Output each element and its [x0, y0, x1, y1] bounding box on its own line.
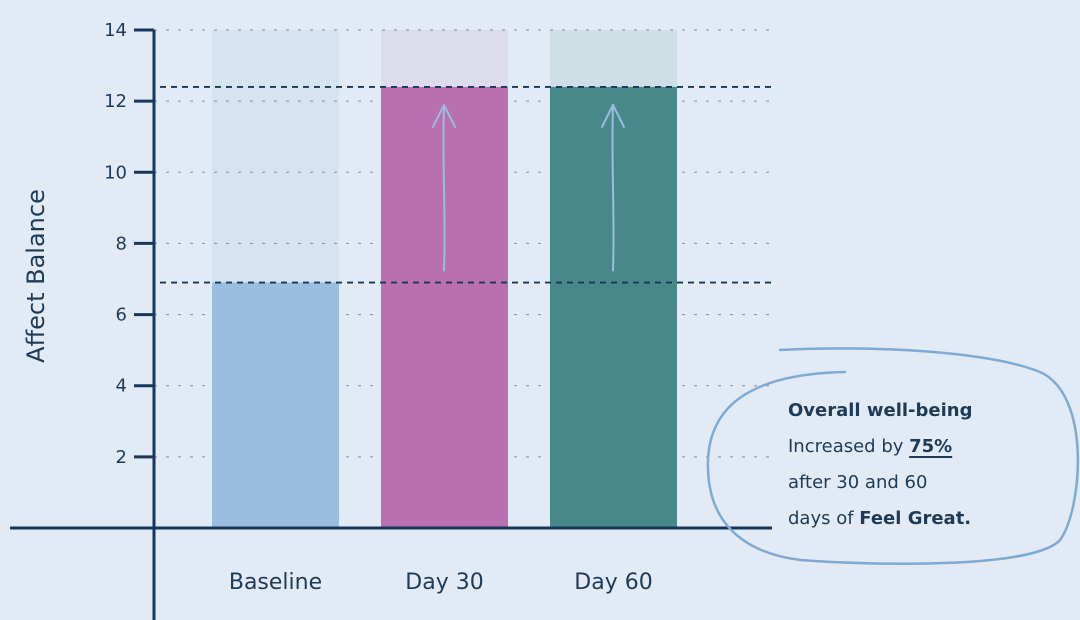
callout-bubble: [706, 347, 1080, 565]
y-tick-label: 12: [104, 91, 127, 112]
y-axis-title: Affect Balance: [22, 189, 50, 363]
x-category-label: Baseline: [229, 570, 322, 595]
arrow-head: [601, 103, 625, 128]
increase-arrow: [442, 103, 446, 272]
callout-line-3: days of Feel Great.: [788, 508, 972, 529]
y-tick-label: 6: [116, 305, 127, 326]
callout-percentage: 75%: [909, 436, 953, 457]
callout-title: Overall well-being: [788, 400, 973, 421]
callout-brand: Feel Great.: [859, 508, 972, 529]
x-category-label: Day 60: [574, 570, 652, 595]
callout-line-2: after 30 and 60: [788, 472, 928, 493]
y-tick-label: 10: [104, 162, 127, 183]
y-tick-label: 2: [116, 447, 127, 468]
callout-line-1: Increased by 75%: [788, 436, 953, 457]
increase-arrow: [611, 103, 615, 272]
y-tick-label: 8: [116, 233, 127, 254]
y-tick-label: 4: [116, 376, 127, 397]
bar: [212, 282, 339, 528]
x-category-label: Day 30: [405, 570, 483, 595]
callout-annotation: Overall well-being Increased by 75% afte…: [788, 393, 1058, 537]
y-tick-label: 14: [104, 20, 127, 41]
arrow-head: [432, 103, 456, 128]
